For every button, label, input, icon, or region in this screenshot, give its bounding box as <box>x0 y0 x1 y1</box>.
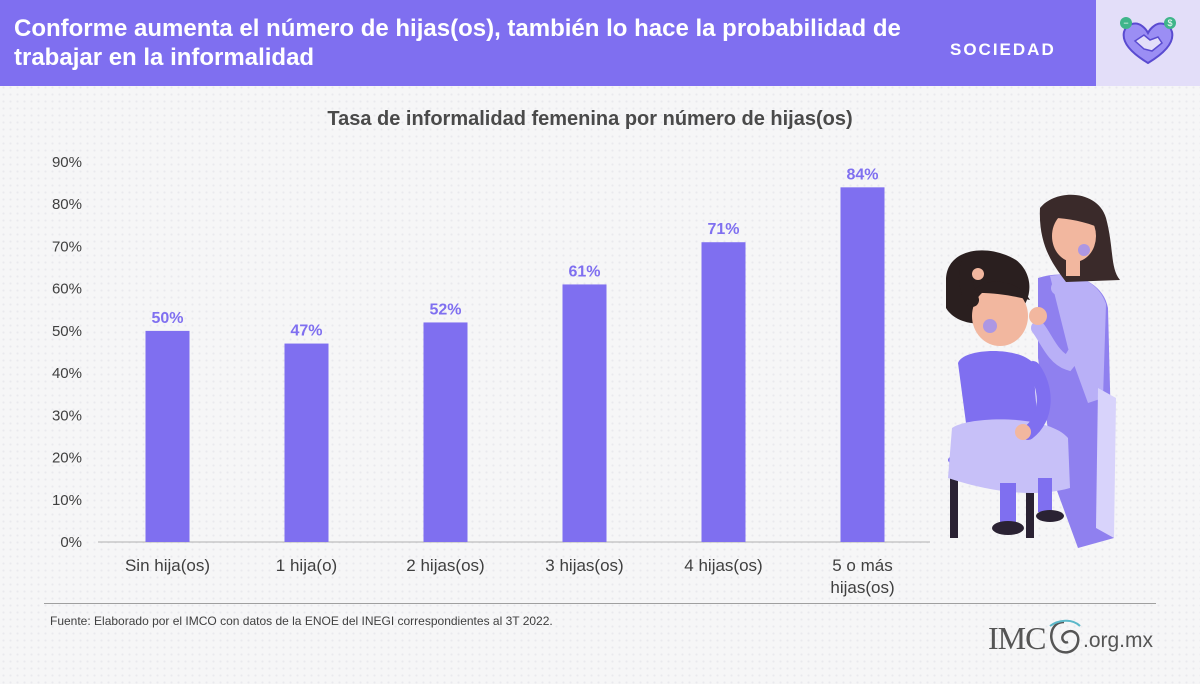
x-tick-label: 5 o más hijas(os) <box>830 556 894 597</box>
y-tick-label: 50% <box>52 323 82 340</box>
x-tick-label: 3 hijas(os) <box>545 556 623 575</box>
page-title: Conforme aumenta el número de hijas(os),… <box>14 15 901 71</box>
data-label: 50% <box>151 310 183 327</box>
imco-logo: IMC .org.mx <box>988 616 1158 660</box>
logo-domain: .org.mx <box>1083 629 1154 652</box>
handshake-heart-icon: $ − <box>1120 17 1176 65</box>
bar <box>701 242 746 542</box>
data-label: 61% <box>568 263 600 280</box>
x-tick-label: 2 hijas(os) <box>406 556 484 575</box>
bar <box>840 187 885 543</box>
header-banner: Conforme aumenta el número de hijas(os),… <box>0 0 1200 86</box>
y-tick-label: 90% <box>52 154 82 171</box>
y-tick-label: 30% <box>52 407 82 424</box>
y-tick-label: 20% <box>52 450 82 467</box>
y-tick-label: 0% <box>60 534 82 551</box>
x-tick-label: 4 hijas(os) <box>684 556 762 575</box>
data-label: 71% <box>707 221 739 238</box>
x-tick-label: 1 hija(o) <box>276 556 337 575</box>
bar <box>562 284 607 542</box>
svg-text:−: − <box>1123 18 1128 28</box>
section-label: SOCIEDAD <box>950 40 1056 59</box>
x-tick-label: Sin hija(os) <box>125 556 210 575</box>
x-axis-category-labels: Sin hija(os) 1 hija(o) 2 hijas(os) 3 hijas(… <box>125 556 895 597</box>
logo-swirl-icon <box>1049 619 1081 654</box>
y-axis-tick-labels: 0% 10% 20% 30% 40% 50% 60% 70% 80% 90% <box>52 154 82 551</box>
bar <box>145 330 190 542</box>
bars <box>145 187 885 543</box>
data-label: 84% <box>846 166 878 183</box>
data-label: 47% <box>290 323 322 340</box>
footer-divider <box>44 603 1156 604</box>
mother-combing-daughter-hair-illustration <box>946 194 1120 548</box>
bar <box>284 343 329 542</box>
bar-chart: 0% 10% 20% 30% 40% 50% 60% 70% 80% 90% 50% 47% 52% 6… <box>52 154 930 597</box>
y-tick-label: 70% <box>52 238 82 255</box>
data-label: 52% <box>429 301 461 318</box>
y-tick-label: 40% <box>52 365 82 382</box>
bar <box>423 322 468 542</box>
value-labels: 50% 47% 52% 61% 71% 84% <box>151 166 878 339</box>
chart-title: Tasa de informalidad femenina por número… <box>327 108 853 130</box>
svg-text:$: $ <box>1167 18 1172 28</box>
logo-text: IMC <box>988 620 1046 656</box>
source-note: Fuente: Elaborado por el IMCO con datos … <box>50 614 553 628</box>
y-tick-label: 60% <box>52 281 82 298</box>
section-icon-panel: $ − <box>1096 0 1200 86</box>
y-tick-label: 80% <box>52 196 82 213</box>
y-tick-label: 10% <box>52 492 82 509</box>
